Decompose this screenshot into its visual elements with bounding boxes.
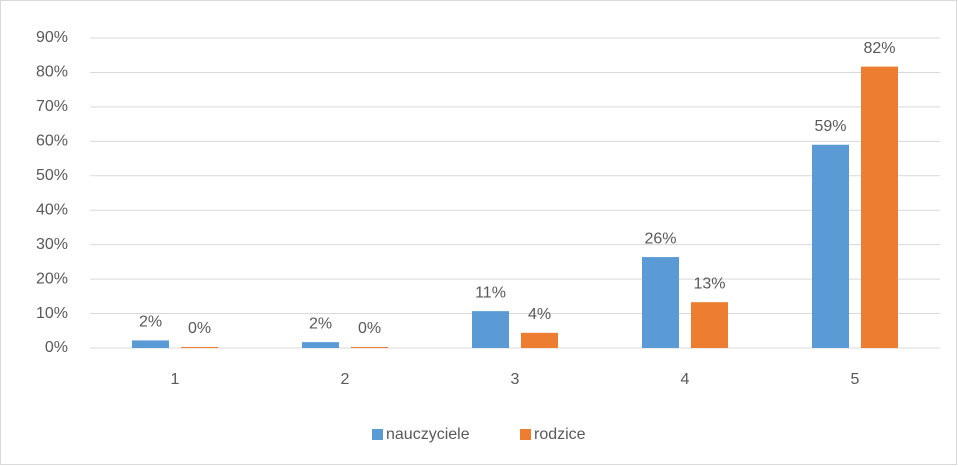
y-tick-label: 20% [36,270,68,287]
x-tick-label: 1 [171,371,180,388]
y-tick-label: 70% [36,98,68,115]
legend-label: nauczyciele [386,426,470,443]
x-tick-label: 5 [851,371,860,388]
x-tick-label: 2 [341,371,350,388]
bar [521,332,558,348]
bar [132,340,169,348]
y-tick-label: 40% [36,201,68,218]
data-label: 11% [475,284,506,301]
legend-swatch [372,429,383,440]
bar [302,342,339,348]
legend-label: rodzice [534,426,586,443]
data-label: 2% [139,314,162,331]
y-tick-label: 90% [36,29,68,46]
y-tick-label: 50% [36,167,68,184]
data-label: 13% [693,275,725,292]
data-label: 2% [309,315,332,332]
y-tick-label: 10% [36,305,68,322]
x-tick-label: 4 [681,371,690,388]
y-tick-label: 80% [36,64,68,81]
bar [861,66,898,348]
bar [691,302,728,348]
y-tick-label: 0% [45,339,68,356]
bar [642,257,679,348]
data-label: 4% [528,306,551,323]
bar [181,346,218,348]
bar [812,144,849,348]
bar [351,346,388,348]
y-tick-label: 60% [36,133,68,150]
data-label: 82% [863,40,895,57]
data-label: 0% [358,320,381,337]
data-label: 0% [188,320,211,337]
x-tick-label: 3 [511,371,520,388]
bar [472,311,509,348]
data-label: 26% [644,230,676,247]
data-label: 59% [814,118,846,135]
y-tick-label: 30% [36,236,68,253]
legend-swatch [520,429,531,440]
